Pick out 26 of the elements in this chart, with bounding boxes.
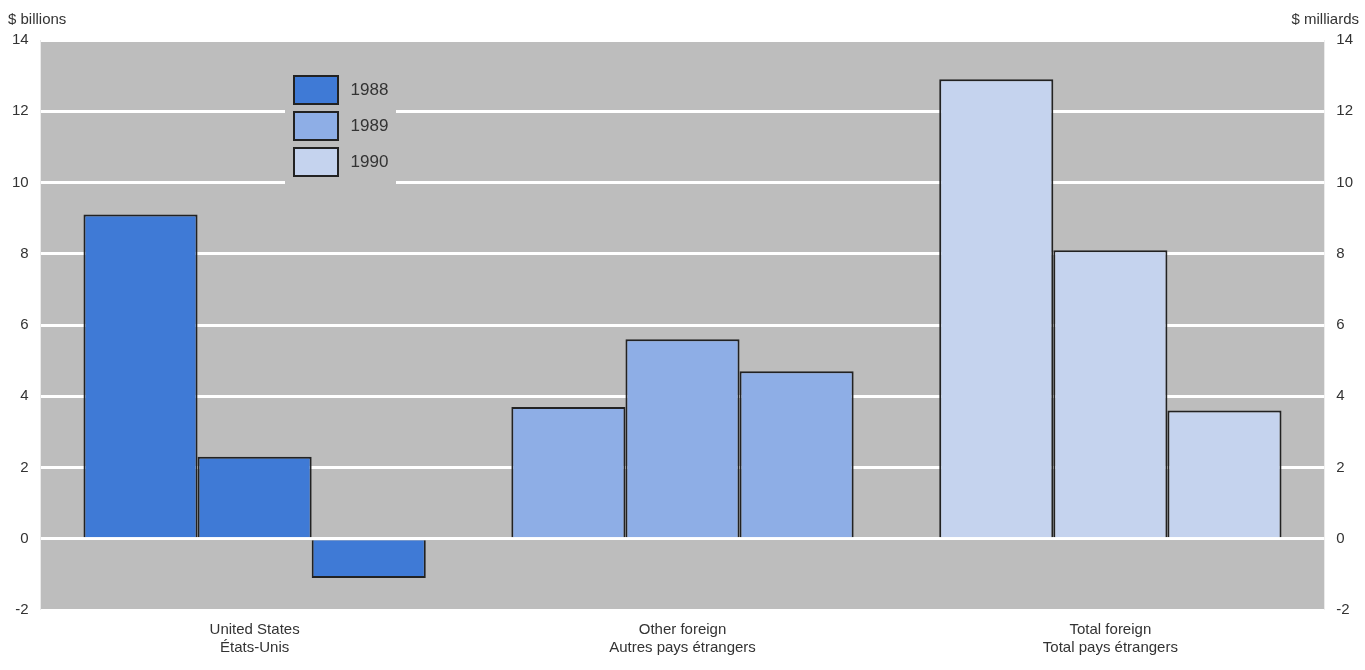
y-tick-label: 12 bbox=[12, 101, 29, 119]
y2-tick-label: 2 bbox=[1336, 457, 1345, 475]
legend-label: 1990 bbox=[350, 152, 389, 172]
y2-tick-label: -2 bbox=[1336, 600, 1350, 618]
y2-tick-label: 10 bbox=[1336, 172, 1353, 190]
y-tick-label: 0 bbox=[20, 528, 29, 546]
y2-axis-title: $ milliards bbox=[1291, 10, 1359, 27]
y-tick-label: 14 bbox=[12, 30, 29, 48]
y2-tick-label: 6 bbox=[1336, 315, 1345, 333]
y-axis-title: $ billions bbox=[8, 10, 67, 27]
y2-tick-label: 0 bbox=[1336, 528, 1345, 546]
y-tick-label: 10 bbox=[12, 172, 29, 190]
y-tick-label: 6 bbox=[20, 315, 29, 333]
legend-label: 1989 bbox=[350, 116, 389, 136]
y-tick-label: 4 bbox=[20, 386, 29, 404]
y2-tick-label: 12 bbox=[1336, 101, 1353, 119]
legend-label: 1988 bbox=[350, 80, 389, 100]
y-tick-label: 2 bbox=[20, 457, 29, 475]
y-tick-label: -2 bbox=[15, 600, 29, 618]
x-tick-label: Other foreign Autres pays étrangers bbox=[609, 620, 756, 656]
y2-tick-label: 8 bbox=[1336, 243, 1345, 261]
y2-tick-label: 4 bbox=[1336, 386, 1345, 404]
x-tick-label: Total foreign Total pays étrangers bbox=[1042, 620, 1178, 656]
y-tick-label: 8 bbox=[20, 243, 29, 261]
x-tick-label: United States États-Unis bbox=[209, 620, 300, 656]
y2-tick-label: 14 bbox=[1336, 30, 1353, 48]
